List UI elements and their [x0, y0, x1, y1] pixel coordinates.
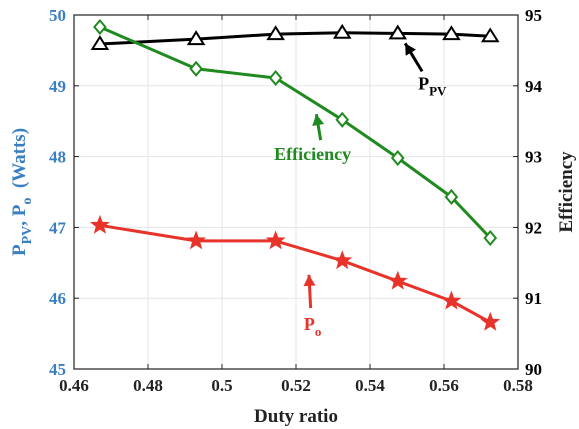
line-po	[99, 223, 492, 324]
line-ppv	[99, 31, 491, 46]
y-right-axis-title: Efficiency	[556, 151, 577, 233]
series-layer	[89, 18, 501, 331]
point-ppv	[480, 27, 500, 43]
axes: 0.46 0.48 0.5 0.52 0.54 0.56 0.58 45 46 47 48 49 50 9…	[49, 6, 543, 395]
point-ppv	[186, 30, 206, 46]
y-left-tick-label: 50	[49, 6, 66, 25]
y-right-tick-label: 95	[525, 6, 542, 25]
point-efficiency	[93, 18, 107, 36]
y-left-axis-title: PPV, Po (Watts)	[9, 128, 35, 256]
annotations: PPV Efficiency Po	[274, 42, 447, 339]
y-left-title-part: P	[9, 244, 30, 256]
point-po	[265, 230, 286, 250]
annotation-sub-ppv: PV	[429, 83, 447, 98]
point-po	[480, 311, 501, 331]
point-ppv	[90, 35, 110, 51]
x-tick-label: 0.52	[281, 376, 311, 395]
annotation-arrow-efficiency-head	[312, 114, 325, 126]
x-tick-label: 0.54	[355, 376, 385, 395]
x-axis-title: Duty ratio	[254, 406, 338, 427]
point-po	[89, 214, 110, 234]
point-efficiency	[268, 69, 283, 87]
y-right-tick-label: 90	[525, 360, 542, 379]
annotation-sub-po: o	[315, 324, 322, 339]
point-efficiency	[483, 229, 498, 247]
point-ppv	[266, 25, 285, 41]
y-left-tick-label: 48	[49, 148, 66, 167]
y-right-tick-label: 93	[525, 148, 542, 167]
series-ppv	[90, 23, 500, 51]
point-po	[332, 250, 353, 270]
annotation-label-po: Po	[304, 314, 322, 339]
y-left-title-sub: PV	[20, 226, 35, 245]
point-ppv	[388, 24, 408, 40]
y-left-title-part: ,	[9, 216, 30, 226]
annotation-po: Po	[303, 274, 322, 339]
series-efficiency	[93, 18, 498, 247]
point-efficiency	[444, 188, 459, 206]
point-efficiency	[390, 149, 405, 167]
y-left-title-part: P	[9, 204, 30, 216]
annotation-arrow-ppv-head	[405, 43, 416, 56]
point-ppv	[442, 25, 461, 41]
y-right-tick-label: 91	[525, 289, 542, 308]
annotation-label-ppv: PPV	[418, 73, 447, 98]
point-po	[387, 270, 408, 290]
point-po	[186, 230, 207, 250]
x-tick-label: 0.56	[429, 376, 459, 395]
x-tick-label: 0.58	[503, 376, 533, 395]
series-po	[89, 214, 501, 331]
y-left-tick-label: 47	[49, 218, 67, 237]
annotation-label-efficiency: Efficiency	[274, 144, 351, 164]
y-left-tick-label: 46	[49, 289, 66, 308]
y-left-tick-label: 45	[49, 360, 66, 379]
point-po	[441, 290, 462, 310]
y-left-title-part: (Watts)	[9, 128, 30, 198]
annotation-arrow-po-head	[303, 274, 316, 287]
x-tick-label: 0.5	[211, 376, 232, 395]
y-left-tick-label: 49	[49, 77, 66, 96]
annotation-efficiency: Efficiency	[274, 113, 351, 164]
x-tick-label: 0.46	[59, 376, 89, 395]
annotation-ppv: PPV	[403, 42, 447, 98]
point-efficiency	[335, 111, 350, 128]
line-efficiency	[99, 25, 492, 240]
x-tick-label: 0.48	[133, 376, 163, 395]
y-right-tick-label: 92	[525, 218, 542, 237]
point-ppv	[332, 23, 352, 39]
y-right-tick-label: 94	[525, 77, 543, 96]
y-left-title-sub: o	[20, 198, 35, 205]
point-efficiency	[189, 60, 203, 77]
